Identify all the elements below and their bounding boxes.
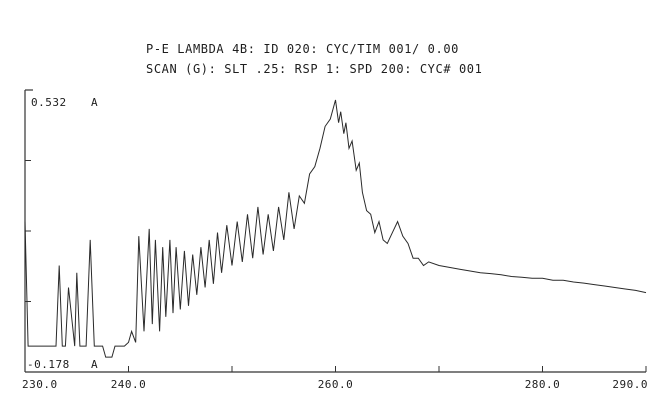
x-tick-label: 260.0 bbox=[318, 378, 354, 391]
instrument-header-line-2: SCAN (G): SLT .25: RSP 1: SPD 200: CYC# … bbox=[146, 62, 483, 76]
y-min-unit-label: A bbox=[91, 358, 98, 371]
instrument-header-line-1: P-E LAMBDA 4B: ID 020: CYC/TIM 001/ 0.00 bbox=[146, 42, 459, 56]
y-max-unit-label: A bbox=[91, 96, 98, 109]
x-tick-label: 280.0 bbox=[525, 378, 561, 391]
x-tick-label: 290.0 bbox=[612, 378, 648, 391]
axes bbox=[24, 89, 646, 373]
x-tick-label: 230.0 bbox=[22, 378, 58, 391]
x-tick-label: 240.0 bbox=[111, 378, 147, 391]
series-line-0 bbox=[24, 99, 647, 358]
y-max-label: 0.532 bbox=[31, 96, 67, 109]
axis-ticks bbox=[24, 160, 647, 372]
y-min-label: -0.178 bbox=[27, 358, 70, 371]
series-group bbox=[24, 99, 647, 358]
axis-labels: 0.532 A -0.178 A 230.0 240.0 260.0 280.0 290.0 bbox=[22, 96, 648, 391]
